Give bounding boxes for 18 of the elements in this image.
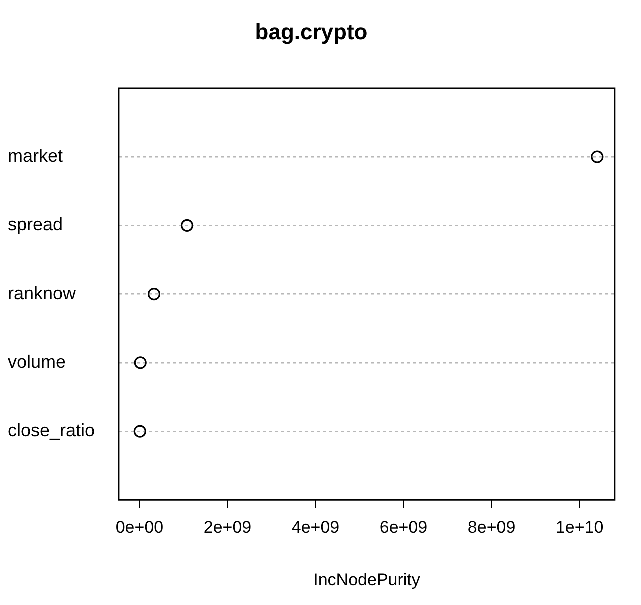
x-tick-label: 6e+09 — [380, 518, 428, 538]
y-tick-label: market — [8, 146, 64, 166]
point — [134, 356, 147, 370]
x-tick-label: 2e+09 — [204, 518, 252, 538]
point — [591, 150, 604, 164]
x-tick-label: 8e+09 — [468, 518, 516, 538]
point — [180, 219, 194, 232]
point — [148, 288, 161, 301]
x-tick-label: 1e+10 — [556, 518, 604, 538]
x-tick-label: 0e+00 — [116, 518, 164, 538]
chart-title: bag.crypto — [255, 19, 368, 44]
point — [134, 425, 146, 438]
y-tick-label: close_ratio — [8, 420, 96, 441]
x-axis-title: IncNodePurity — [314, 570, 421, 590]
x-tick-label: 4e+09 — [292, 518, 340, 538]
y-tick-label: volume — [8, 352, 66, 372]
y-tick-label: ranknow — [8, 283, 78, 304]
y-tick-label: spread — [8, 214, 64, 235]
